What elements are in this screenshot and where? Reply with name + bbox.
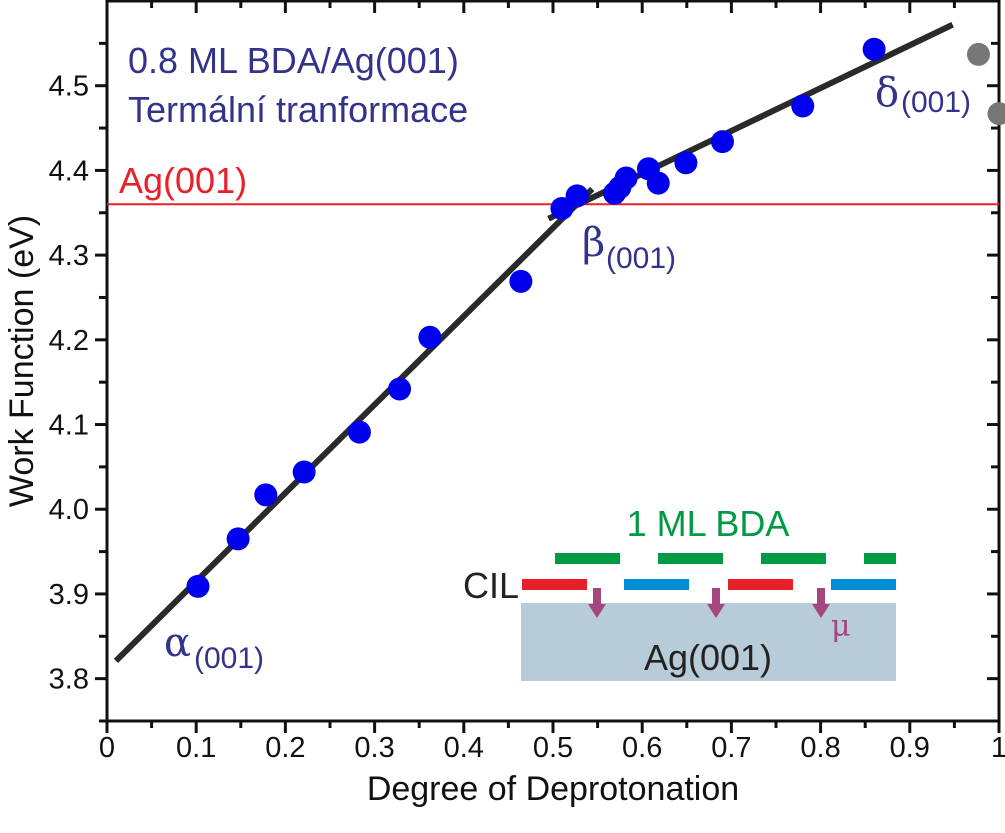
charge-transfer-arrow-icon [812,588,830,618]
bda-layer-segment [864,553,896,564]
measured-data-point [614,166,638,190]
cil-layer-segment [831,579,896,590]
charge-transfer-arrow-icon [588,588,606,618]
y-tick-label: 4.3 [49,240,89,272]
title-line-1: 0.8 ML BDA/Ag(001) [128,40,459,81]
reference-line-group: Ag(001) [107,160,999,206]
bda-layer-segment [658,553,723,564]
measured-data-point [226,527,250,551]
excluded-data-point [966,42,990,66]
measured-data-point [862,37,886,61]
y-axis-label: Work Function (eV) [3,215,41,507]
measured-data-point [509,269,533,293]
y-tick-label: 4.0 [49,494,89,526]
measured-data-point [646,171,670,195]
inset-diagram: Ag(001) 1 ML BDA CIL μ [463,503,896,681]
bda-layer-segment [555,553,620,564]
inset-bars [522,553,896,618]
measured-data-point [710,130,734,154]
measured-data-point [550,197,574,221]
x-tick-label: 1 [991,732,1005,764]
substrate-block [521,603,896,681]
x-axis-label: Degree of Deprotonation [367,770,739,808]
mu-label: μ [831,609,851,644]
cil-layer-segment [624,579,689,590]
data-points [186,37,1005,598]
beta-label: β (001) [582,220,676,275]
measured-data-point [292,460,316,484]
y-tick-label: 4.2 [49,325,89,357]
x-tick-label: 0.1 [176,732,216,764]
alpha-label: α (001) [164,620,264,675]
y-tick-label: 4.1 [49,410,89,442]
measured-data-point [388,377,412,401]
charge-transfer-arrow-icon [707,588,725,618]
delta-symbol: δ [875,70,899,116]
bda-label: 1 ML BDA [627,503,790,544]
beta-symbol: β [582,220,605,266]
measured-data-point [674,151,698,175]
measured-data-point [565,184,589,208]
delta-subscript: (001) [901,86,971,119]
delta-label: δ (001) [875,70,971,119]
cil-layer-segment [728,579,793,590]
measured-data-point [418,325,442,349]
cil-layer-segment [522,579,587,590]
x-tick-label: 0.4 [444,732,484,764]
substrate-label: Ag(001) [644,637,772,678]
measured-data-point [347,420,371,444]
axes: 0 0.1 0.2 0.3 0.4 0.5 0.6 0.7 0.8 0.9 1 3.8 3.9 4.0 4.… [49,0,1005,764]
beta-subscript: (001) [606,242,676,275]
x-tick-label: 0.3 [354,732,394,764]
x-tick-label: 0.9 [890,732,930,764]
measured-data-point [254,483,278,507]
x-tick-label: 0.8 [800,732,840,764]
excluded-data-point [987,102,1005,126]
measured-data-point [186,574,210,598]
x-tick-label: 0.7 [711,732,751,764]
x-tick-label: 0 [99,732,115,764]
ag001-reference-label: Ag(001) [119,160,247,201]
x-tick-label: 0.6 [622,732,662,764]
alpha-subscript: (001) [194,642,264,675]
title-line-2: Termální tranformace [128,89,468,130]
x-tick-label: 0.5 [533,732,573,764]
measured-data-point [791,94,815,118]
cil-label: CIL [463,565,519,606]
y-tick-label: 3.8 [49,664,89,696]
bda-layer-segment [761,553,826,564]
y-tick-label: 4.4 [49,155,89,187]
alpha-symbol: α [164,620,191,666]
y-tick-label: 4.5 [49,71,89,103]
y-tick-label: 3.9 [49,579,89,611]
x-tick-label: 0.2 [265,732,305,764]
